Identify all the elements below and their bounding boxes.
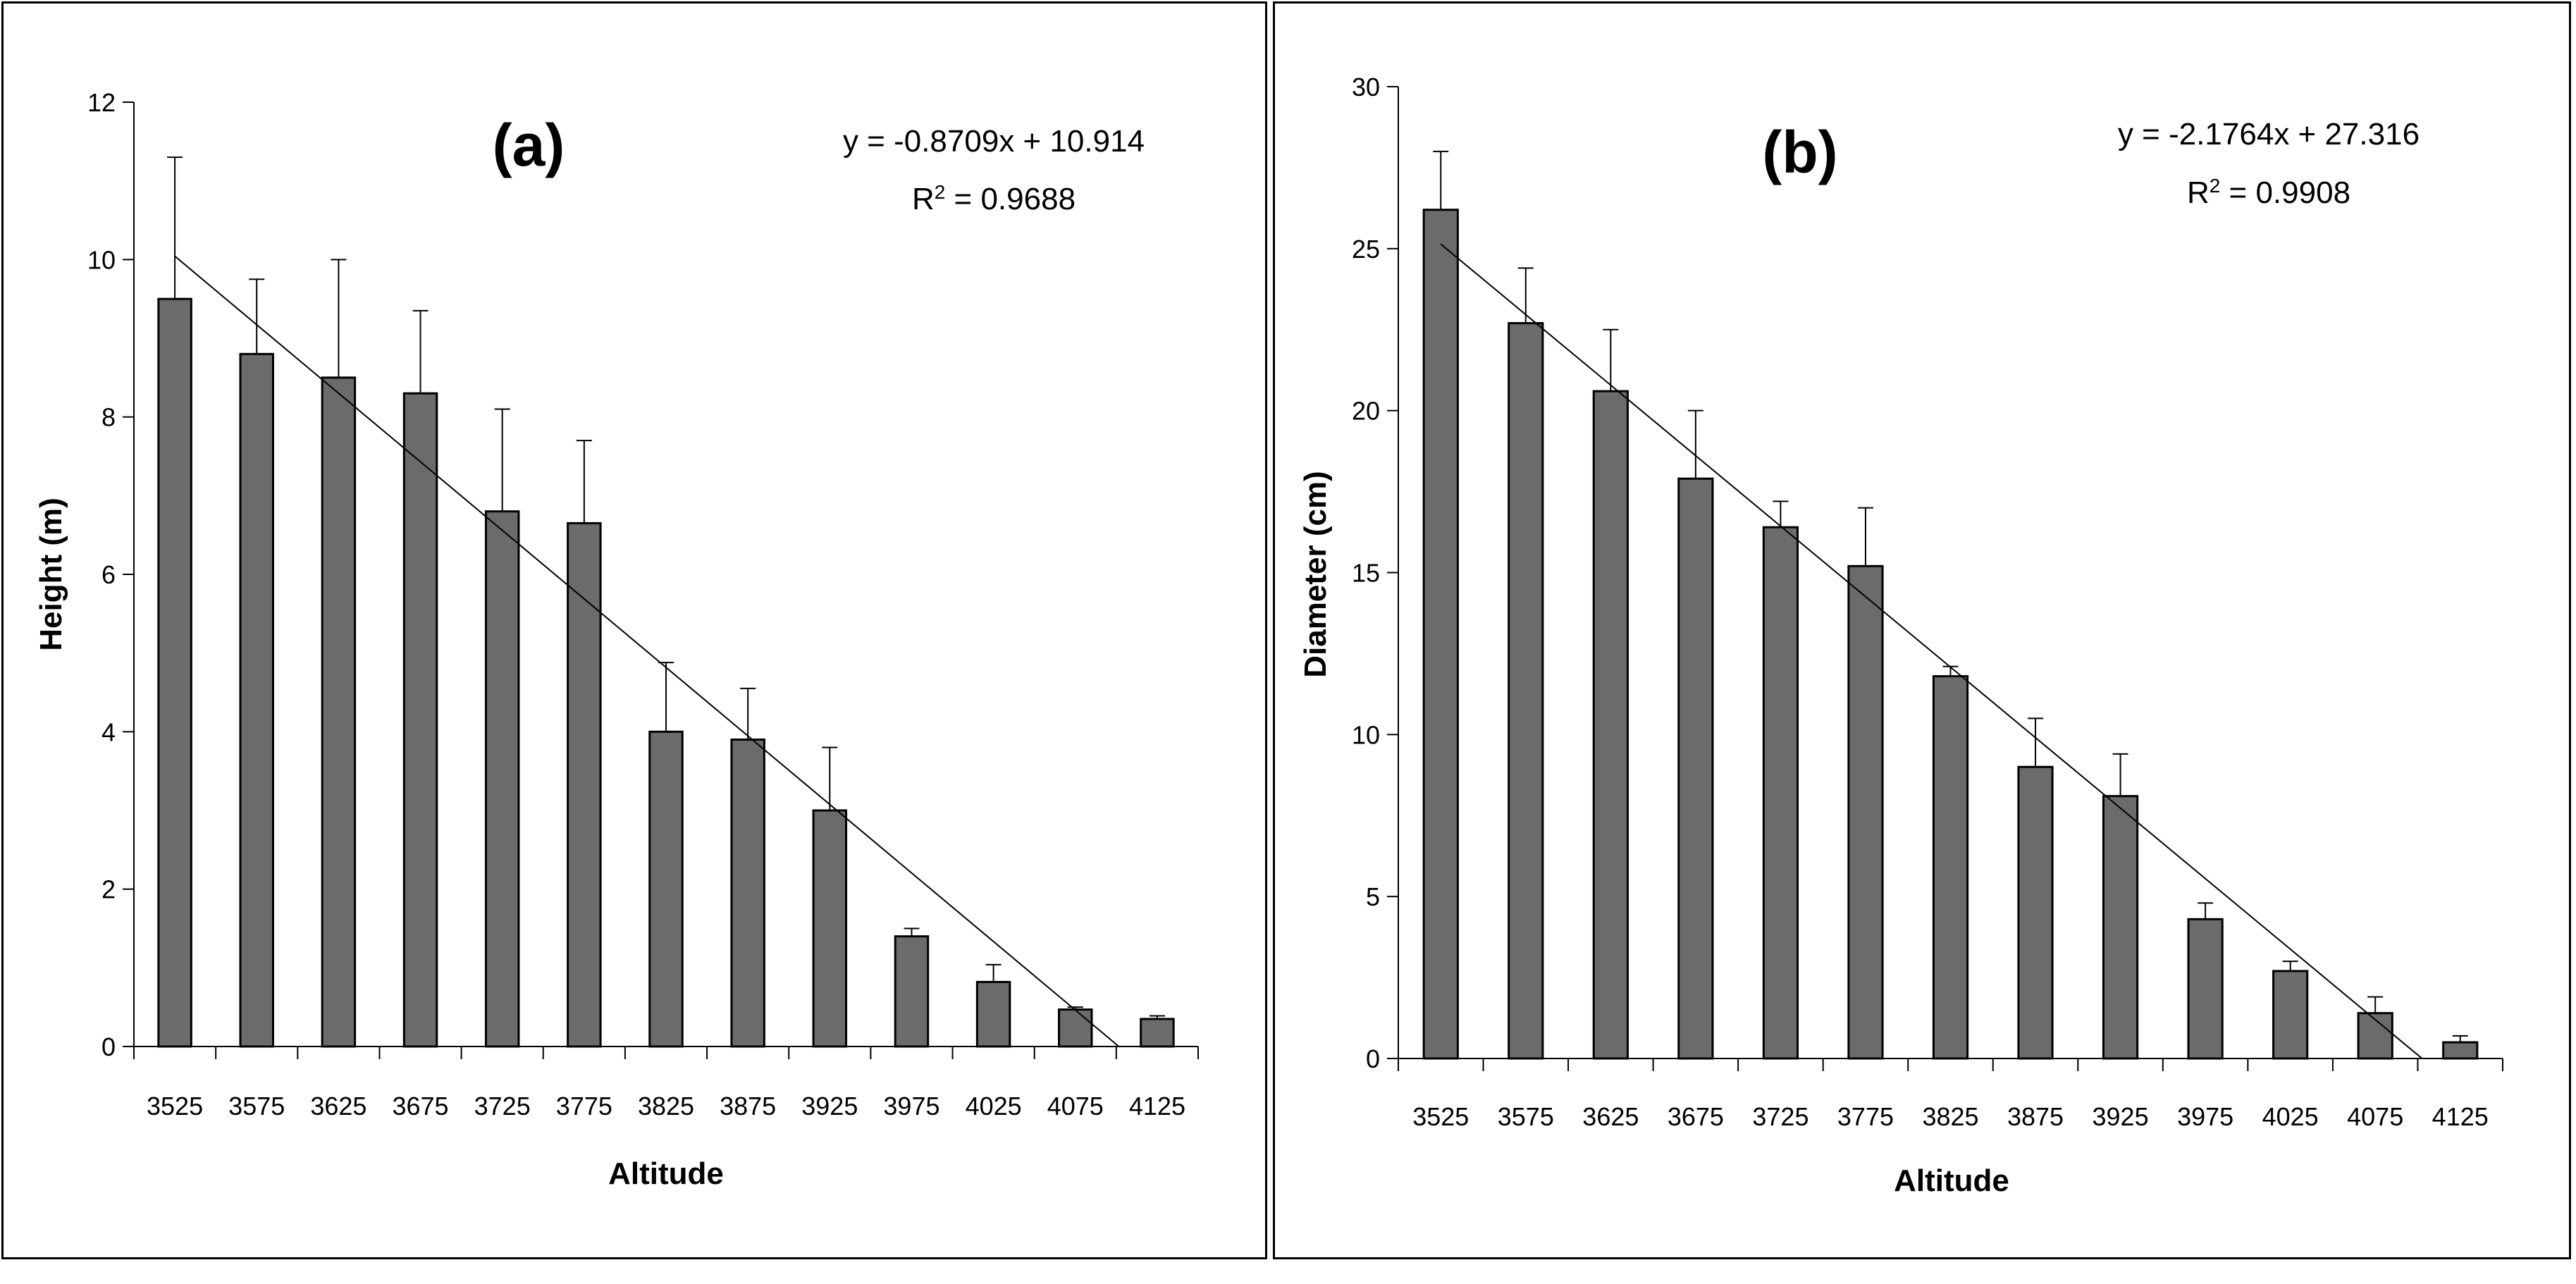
chart-a-x-tick-label: 3575 bbox=[228, 1092, 285, 1121]
chart-b-r-squared: R2 = 0.9908 bbox=[2187, 175, 2350, 211]
chart-b-x-tick-label: 3575 bbox=[1498, 1102, 1554, 1131]
chart-a-x-tick-label: 3675 bbox=[392, 1092, 448, 1121]
chart-b-bar-3725 bbox=[1762, 526, 1799, 1060]
chart-b-y-tick-label: 0 bbox=[1366, 1044, 1380, 1073]
chart-b-x-tick-label: 3975 bbox=[2177, 1102, 2233, 1131]
chart-a-y-tick-label: 8 bbox=[101, 403, 116, 432]
chart-b-y-tick-label: 30 bbox=[1352, 73, 1380, 101]
chart-b-bar-4125 bbox=[2442, 1041, 2479, 1060]
chart-a-bar-3925 bbox=[812, 809, 848, 1048]
chart-b-bar-3675 bbox=[1677, 477, 1714, 1060]
chart-b-x-tick-label: 3825 bbox=[1922, 1102, 1978, 1131]
chart-b-title: (b) bbox=[1762, 119, 1837, 185]
chart-a-x-tick-label: 3875 bbox=[720, 1092, 776, 1121]
chart-a-bar-4075 bbox=[1058, 1008, 1093, 1048]
chart-b-x-tick-label: 3925 bbox=[2093, 1102, 2149, 1131]
chart-a-r-squared: R2 = 0.9688 bbox=[912, 181, 1076, 217]
chart-a-x-axis-title: Altitude bbox=[608, 1156, 724, 1191]
chart-a-bar-4125 bbox=[1140, 1018, 1175, 1048]
chart-b-bar-3575 bbox=[1508, 322, 1544, 1060]
chart-b-y-tick-label: 10 bbox=[1352, 720, 1380, 749]
chart-a-trendline bbox=[174, 255, 1120, 1047]
chart-a-bar-3825 bbox=[648, 730, 684, 1048]
chart-b-y-tick-label: 15 bbox=[1352, 559, 1380, 588]
chart-a-y-tick-label: 0 bbox=[101, 1032, 116, 1061]
chart-a-x-tick-label: 4075 bbox=[1047, 1092, 1104, 1121]
chart-a-bar-3775 bbox=[567, 521, 602, 1048]
chart-b-bar-4075 bbox=[2357, 1012, 2393, 1060]
chart-b-bar-3525 bbox=[1422, 209, 1459, 1060]
chart-b-y-tick-label: 25 bbox=[1352, 235, 1380, 264]
chart-b-bar-3975 bbox=[2187, 918, 2224, 1060]
chart-a-bar-3675 bbox=[402, 392, 438, 1048]
chart-b-x-tick-label: 3725 bbox=[1752, 1102, 1808, 1131]
chart-panel-b: 0 5 10 15 20 25 30 3525 3575 3625 3675 3725 3775 3825… bbox=[1273, 1, 2571, 1259]
chart-b-svg: 0 5 10 15 20 25 30 3525 3575 3625 3675 3725 3775 3825… bbox=[1298, 73, 2503, 1198]
chart-a-bar-3625 bbox=[321, 376, 357, 1048]
chart-b-bar-4025 bbox=[2272, 970, 2309, 1060]
chart-a-x-tick-label: 4025 bbox=[966, 1092, 1022, 1121]
chart-b-bar-3925 bbox=[2102, 795, 2139, 1060]
chart-b-x-tick-label: 4075 bbox=[2347, 1102, 2403, 1131]
chart-b-x-tick-label: 3675 bbox=[1668, 1102, 1724, 1131]
chart-a-x-tick-label: 3825 bbox=[638, 1092, 694, 1121]
chart-a-bar-3975 bbox=[894, 935, 930, 1048]
chart-a-bar-3525 bbox=[157, 297, 192, 1048]
chart-a-y-tick-label: 12 bbox=[87, 88, 116, 117]
chart-a-x-tick-label: 3975 bbox=[883, 1092, 939, 1121]
chart-b-bar-3775 bbox=[1847, 564, 1884, 1060]
chart-a-y-tick-label: 2 bbox=[101, 875, 116, 904]
chart-panel-a: 0 2 4 6 8 10 12 3525 3575 3625 3675 3725 3775 3825 387… bbox=[1, 1, 1267, 1259]
chart-a-y-tick-label: 10 bbox=[87, 245, 116, 274]
chart-b-trendline bbox=[1440, 243, 2423, 1059]
chart-b-x-axis-title: Altitude bbox=[1894, 1163, 2009, 1198]
chart-a-equation: y = -0.8709x + 10.914 bbox=[843, 124, 1145, 159]
chart-a-y-tick-label: 4 bbox=[101, 717, 116, 746]
chart-b-x-tick-label: 3775 bbox=[1837, 1102, 1894, 1131]
chart-a-x-tick-label: 3775 bbox=[556, 1092, 612, 1121]
chart-a-title: (a) bbox=[493, 112, 565, 178]
chart-a-x-tick-label: 3625 bbox=[310, 1092, 366, 1121]
chart-b-x-tick-label: 4125 bbox=[2432, 1102, 2489, 1131]
chart-a-y-axis-title: Height (m) bbox=[34, 498, 68, 651]
chart-a-x-tick-label: 3525 bbox=[147, 1092, 203, 1121]
chart-a-bar-4025 bbox=[975, 980, 1011, 1048]
chart-a-bar-3725 bbox=[484, 510, 520, 1048]
chart-b-x-tick-label: 3525 bbox=[1412, 1102, 1469, 1131]
chart-a-x-tick-label: 4125 bbox=[1129, 1092, 1185, 1121]
chart-a-x-tick-label: 3925 bbox=[801, 1092, 858, 1121]
chart-b-equation: y = -2.1764x + 27.316 bbox=[2118, 117, 2420, 152]
chart-a-bar-3875 bbox=[730, 739, 765, 1048]
chart-b-y-tick-label: 5 bbox=[1366, 882, 1380, 911]
chart-a-x-tick-label: 3725 bbox=[474, 1092, 531, 1121]
chart-b-bar-3825 bbox=[1932, 675, 1969, 1060]
chart-b-x-tick-label: 3875 bbox=[2007, 1102, 2064, 1131]
chart-b-bar-3625 bbox=[1592, 390, 1629, 1060]
chart-b-bar-3875 bbox=[2017, 765, 2054, 1060]
chart-a-y-tick-label: 6 bbox=[101, 560, 116, 589]
chart-b-x-tick-label: 4025 bbox=[2262, 1102, 2319, 1131]
chart-a-bar-3575 bbox=[239, 352, 274, 1048]
chart-b-y-tick-label: 20 bbox=[1352, 397, 1380, 426]
chart-a-svg: 0 2 4 6 8 10 12 3525 3575 3625 3675 3725 3775 3825 387… bbox=[34, 88, 1199, 1191]
chart-b-y-axis-title: Diameter (cm) bbox=[1298, 471, 1333, 677]
chart-b-x-tick-label: 3625 bbox=[1582, 1102, 1639, 1131]
